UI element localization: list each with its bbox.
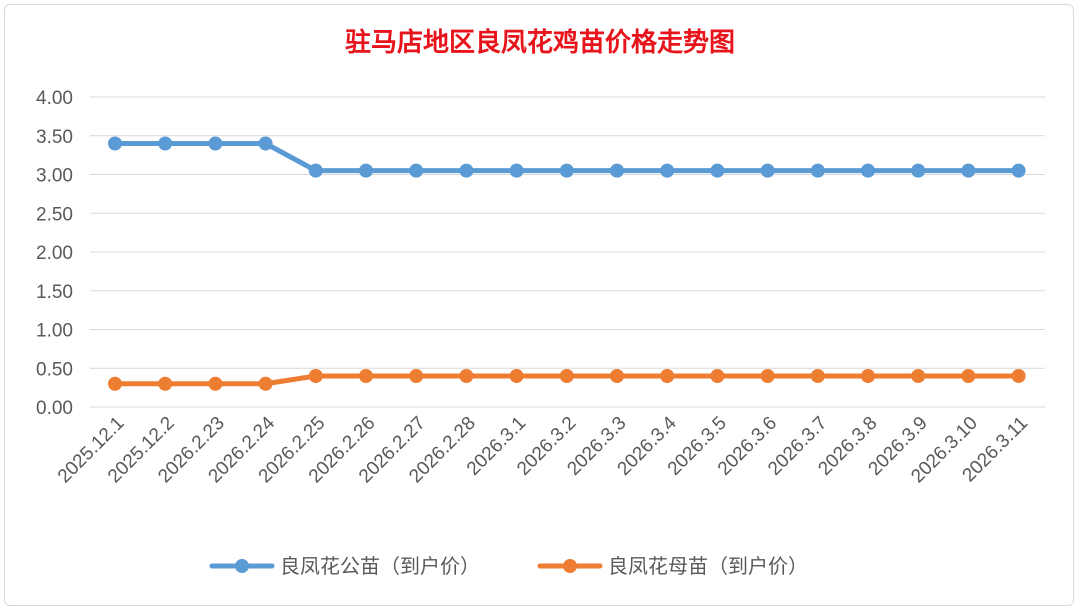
data-point-1 — [1011, 369, 1026, 383]
legend-marker-1 — [563, 559, 577, 573]
y-tick-label: 2.50 — [36, 204, 73, 225]
data-point-1 — [810, 369, 825, 383]
data-point-1 — [710, 369, 725, 383]
data-point-0 — [961, 163, 976, 178]
chart-title: 驻马店地区良凤花鸡苗价格走势图 — [344, 28, 735, 58]
data-point-1 — [509, 369, 524, 383]
data-point-1 — [861, 369, 875, 383]
data-point-0 — [610, 163, 624, 178]
data-point-1 — [961, 369, 976, 383]
data-point-0 — [1011, 163, 1026, 178]
data-point-0 — [911, 163, 926, 178]
y-tick-label: 3.50 — [36, 127, 73, 148]
legend-label-0: 良凤花公苗（到户价） — [280, 554, 480, 578]
data-point-0 — [308, 163, 323, 178]
data-point-1 — [359, 369, 373, 383]
data-point-0 — [158, 136, 173, 151]
legend-label-1: 良凤花母苗（到户价） — [608, 554, 808, 578]
y-tick-label: 4.00 — [36, 88, 73, 109]
data-point-1 — [559, 369, 574, 383]
data-point-0 — [509, 163, 524, 178]
data-point-0 — [208, 136, 223, 151]
data-point-1 — [258, 376, 273, 391]
data-point-0 — [660, 163, 675, 178]
data-point-0 — [359, 163, 373, 178]
data-point-0 — [559, 163, 574, 178]
y-tick-label: 1.00 — [36, 321, 73, 342]
y-tick-label: 0.00 — [36, 398, 73, 419]
chart-frame — [4, 4, 1074, 606]
data-point-0 — [861, 163, 875, 178]
data-point-0 — [710, 163, 725, 178]
data-point-1 — [911, 369, 926, 383]
data-point-1 — [208, 376, 223, 391]
data-point-1 — [409, 369, 424, 383]
y-tick-label: 2.00 — [36, 243, 73, 264]
data-point-0 — [810, 163, 825, 178]
data-point-0 — [258, 136, 273, 151]
data-point-0 — [108, 136, 122, 151]
data-point-1 — [459, 369, 474, 383]
legend-marker-0 — [235, 559, 249, 573]
data-point-1 — [158, 376, 173, 391]
data-point-0 — [760, 163, 775, 178]
data-point-1 — [610, 369, 624, 383]
y-tick-label: 0.50 — [36, 359, 73, 380]
y-tick-label: 3.00 — [36, 166, 73, 187]
data-point-1 — [308, 369, 323, 383]
data-point-1 — [660, 369, 675, 383]
data-point-1 — [760, 369, 775, 383]
y-tick-label: 1.50 — [36, 282, 73, 303]
data-point-1 — [108, 376, 122, 391]
data-point-0 — [459, 163, 474, 178]
data-point-0 — [409, 163, 424, 178]
